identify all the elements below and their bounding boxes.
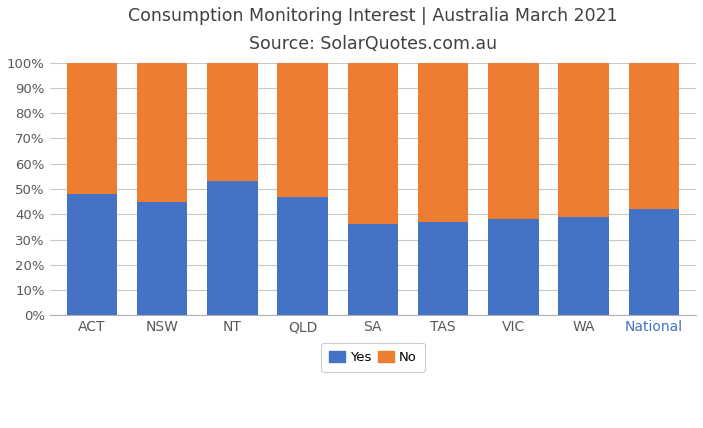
Bar — [628, 209, 679, 315]
Title: Consumption Monitoring Interest | Australia March 2021
Source: SolarQuotes.com.a: Consumption Monitoring Interest | Austra… — [128, 7, 618, 53]
Bar — [347, 224, 398, 315]
Bar — [628, 62, 679, 209]
Bar — [67, 194, 117, 315]
Bar — [488, 219, 538, 315]
Legend: Yes, No: Yes, No — [321, 343, 425, 372]
Bar — [277, 62, 328, 196]
Bar — [137, 62, 188, 202]
Bar — [207, 62, 257, 181]
Bar — [207, 181, 257, 315]
Bar — [558, 217, 609, 315]
Bar — [277, 196, 328, 315]
Bar — [137, 202, 188, 315]
Bar — [418, 222, 468, 315]
Bar — [67, 62, 117, 194]
Bar — [488, 62, 538, 219]
Bar — [418, 62, 468, 222]
Bar — [558, 62, 609, 217]
Bar — [347, 62, 398, 224]
